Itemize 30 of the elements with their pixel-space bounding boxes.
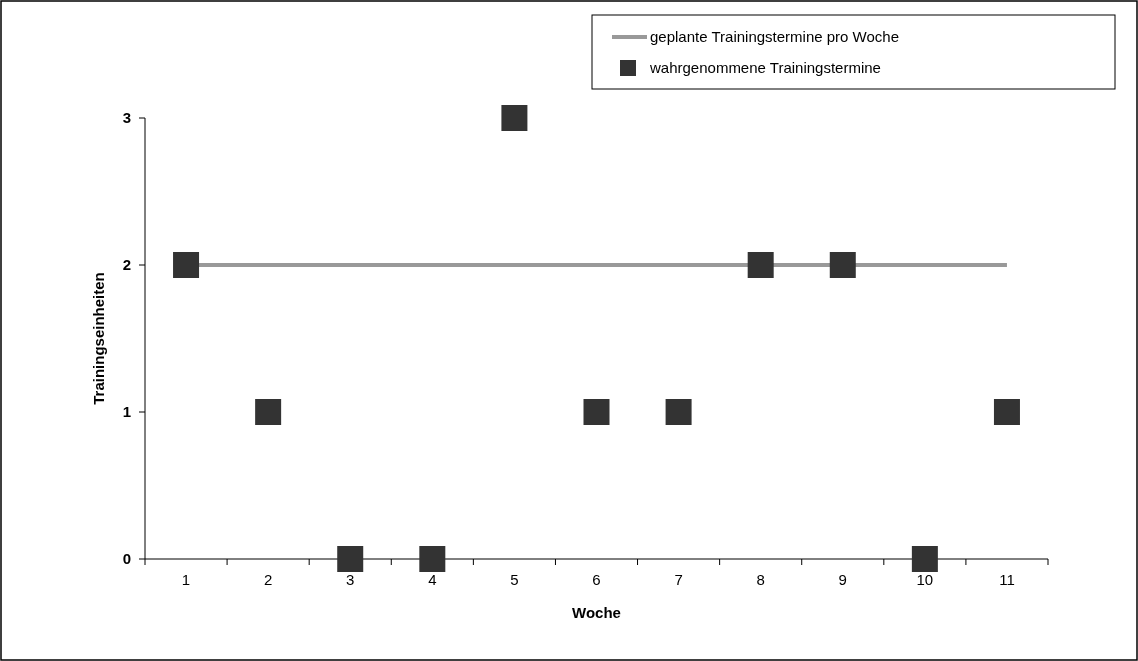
x-tick-label: 6 xyxy=(592,571,601,588)
point xyxy=(337,546,364,572)
y-tick-label: 1 xyxy=(122,403,131,421)
point xyxy=(255,399,282,425)
point xyxy=(993,399,1020,425)
x-tick-label: 7 xyxy=(674,571,683,588)
x-tick-label: 9 xyxy=(838,571,847,588)
x-tick-label: 11 xyxy=(999,571,1015,588)
point xyxy=(583,399,610,425)
point xyxy=(419,546,446,572)
x-tick-label: 1 xyxy=(181,571,191,588)
x-tick-label: 2 xyxy=(263,571,273,588)
y-tick-label: 0 xyxy=(122,550,131,568)
x-tick-label: 5 xyxy=(510,571,519,588)
point xyxy=(173,252,200,278)
point xyxy=(829,252,856,278)
point xyxy=(665,399,692,425)
x-tick-label: 4 xyxy=(428,571,437,588)
point xyxy=(911,546,938,572)
x-tick-label: 10 xyxy=(916,571,934,588)
y-axis-title: Trainingseinheiten xyxy=(90,272,107,405)
point xyxy=(747,252,774,278)
x-tick-label: 8 xyxy=(756,571,765,588)
x-tick-label: 3 xyxy=(346,571,355,588)
x-axis-title: Woche xyxy=(572,604,621,621)
y-tick-label: 2 xyxy=(122,256,131,274)
y-tick-label: 3 xyxy=(122,109,131,127)
legend-label: geplante Trainingstermine pro Woche xyxy=(650,28,900,46)
legend-label: wahrgenommene Trainingstermine xyxy=(649,59,881,77)
point xyxy=(501,105,528,131)
